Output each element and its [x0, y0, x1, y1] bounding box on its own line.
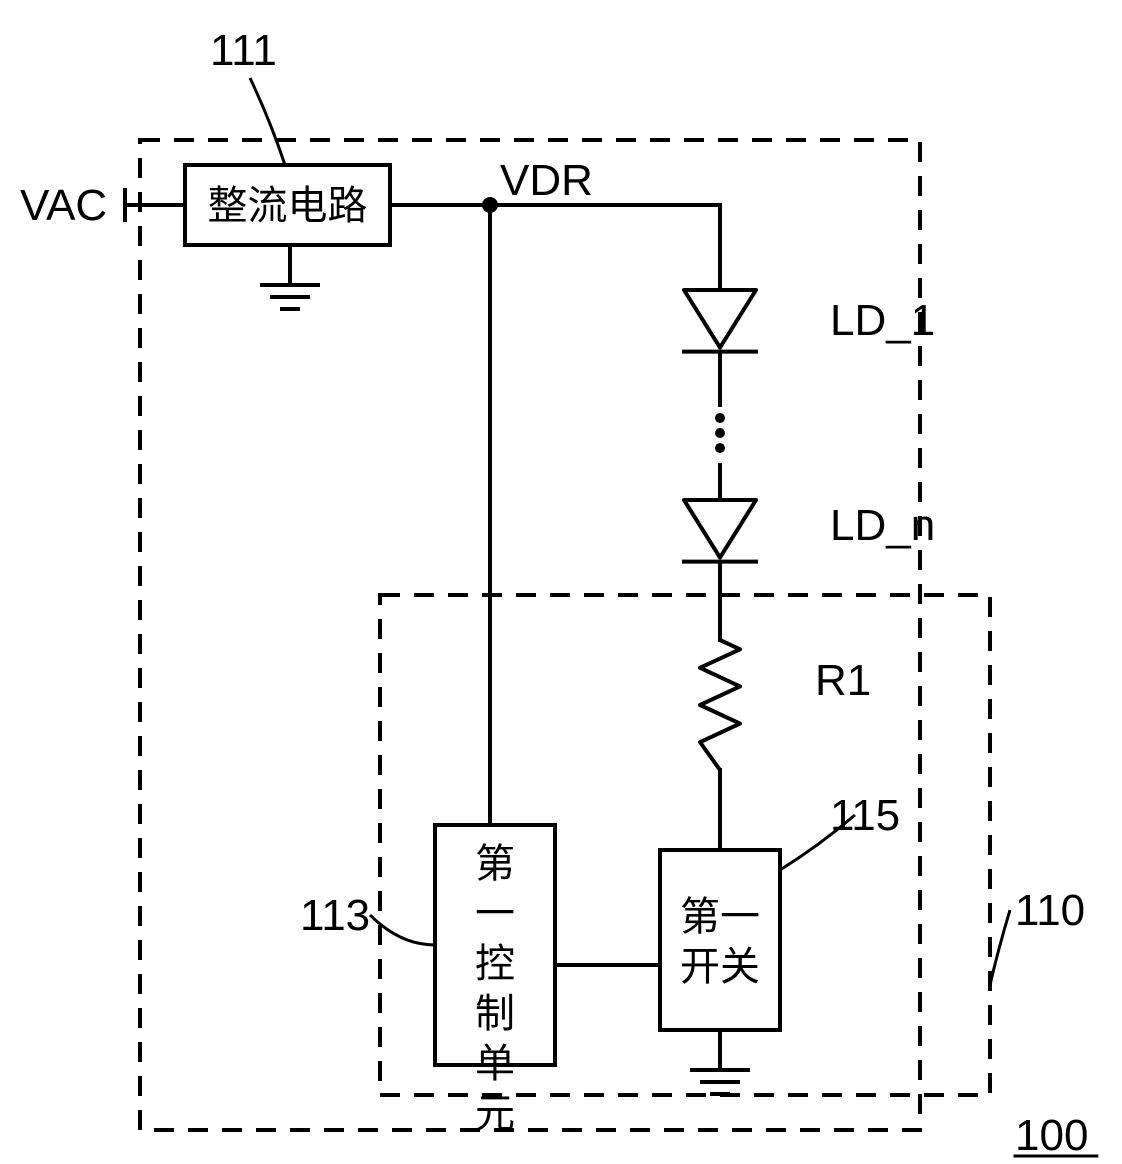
label-ref111: 111 [210, 26, 277, 75]
label-ref113: 113 [300, 891, 370, 940]
svg-text:开关: 开关 [680, 945, 760, 989]
label-ldn: LD_n [830, 501, 935, 550]
svg-text:元: 元 [475, 1092, 515, 1136]
callout-c110 [990, 910, 1010, 985]
rectifier-label: 整流电路 [208, 184, 368, 228]
callout-c115 [780, 815, 855, 870]
node-vdr [482, 197, 498, 213]
svg-text:第一: 第一 [680, 895, 760, 939]
svg-text:控: 控 [475, 942, 515, 986]
label-ref115: 115 [830, 791, 900, 840]
label-ref100: 100 [1015, 1111, 1088, 1160]
svg-text:一: 一 [475, 892, 515, 936]
label-vac: VAC [20, 181, 107, 230]
svg-text:第: 第 [475, 842, 515, 886]
circuit-diagram: 整流电路第一控制单元第一开关VACVDRLD_1LD_nR11111131151… [0, 0, 1122, 1164]
svg-text:单: 单 [475, 1042, 515, 1086]
label-r1: R1 [815, 656, 871, 705]
label-ld1: LD_1 [830, 296, 935, 345]
label-vdr: VDR [500, 156, 593, 205]
callout-c111 [250, 78, 285, 165]
label-ref110: 110 [1015, 886, 1085, 935]
svg-text:制: 制 [475, 992, 515, 1036]
